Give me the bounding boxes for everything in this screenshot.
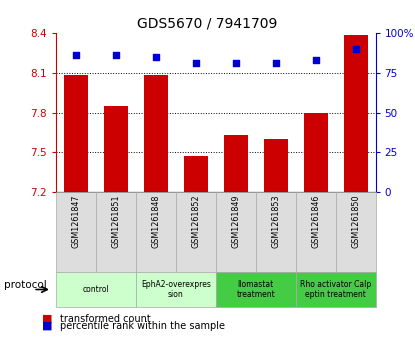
Text: GSM1261847: GSM1261847 xyxy=(71,194,81,248)
Text: control: control xyxy=(83,285,109,294)
Text: GSM1261849: GSM1261849 xyxy=(231,194,240,248)
Bar xyxy=(264,139,288,192)
Point xyxy=(272,60,279,66)
Text: transformed count: transformed count xyxy=(60,314,151,324)
Bar xyxy=(64,75,88,192)
Point xyxy=(312,57,319,63)
Text: GSM1261850: GSM1261850 xyxy=(351,194,360,248)
Text: percentile rank within the sample: percentile rank within the sample xyxy=(60,321,225,331)
Bar xyxy=(344,35,368,192)
Point xyxy=(352,46,359,52)
Bar xyxy=(224,135,248,192)
Point xyxy=(73,52,79,58)
Point xyxy=(153,54,159,60)
Text: Ilomastat
treatment: Ilomastat treatment xyxy=(237,280,275,299)
Text: GSM1261852: GSM1261852 xyxy=(191,194,200,248)
Text: Rho activator Calp
eptin treatment: Rho activator Calp eptin treatment xyxy=(300,280,371,299)
Text: EphA2-overexpres
sion: EphA2-overexpres sion xyxy=(141,280,211,299)
Bar xyxy=(184,156,208,192)
Text: GSM1261853: GSM1261853 xyxy=(271,194,280,248)
Bar xyxy=(304,113,327,192)
Text: ■: ■ xyxy=(42,314,52,324)
Text: GDS5670 / 7941709: GDS5670 / 7941709 xyxy=(137,16,278,30)
Text: protocol: protocol xyxy=(4,280,47,290)
Text: ■: ■ xyxy=(42,321,52,331)
Text: GSM1261851: GSM1261851 xyxy=(112,194,120,248)
Point xyxy=(112,52,119,58)
Bar xyxy=(104,106,128,192)
Point xyxy=(232,60,239,66)
Text: GSM1261848: GSM1261848 xyxy=(151,194,160,248)
Bar xyxy=(144,75,168,192)
Text: GSM1261846: GSM1261846 xyxy=(311,194,320,248)
Point xyxy=(193,60,199,66)
